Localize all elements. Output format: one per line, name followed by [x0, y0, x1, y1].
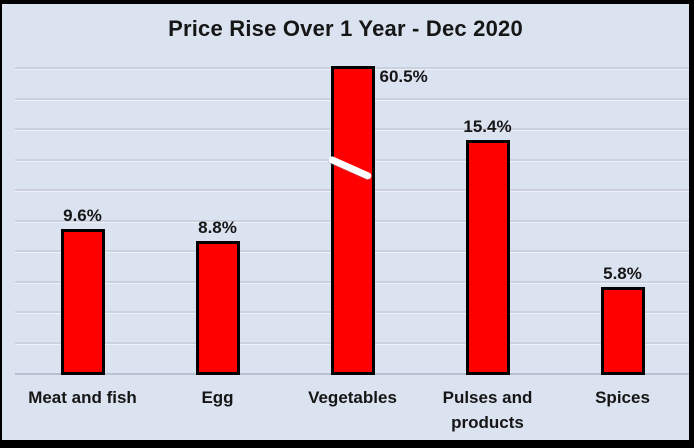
- value-label: 9.6%: [63, 206, 102, 225]
- value-label: 60.5%: [379, 67, 428, 86]
- value-label: 5.8%: [603, 264, 642, 283]
- bar-slot: 60.5%: [285, 63, 428, 375]
- category-label: Meat and fish: [28, 388, 137, 407]
- category-label: Spices: [595, 388, 650, 407]
- category-label: Egg: [201, 388, 234, 407]
- bar-slot: 15.4%: [420, 63, 555, 375]
- value-label: 8.8%: [198, 218, 237, 237]
- plot-area: 9.6% 8.8% 60.5% 15.4% 5.8%: [15, 63, 689, 375]
- bar-meat-and-fish: [60, 229, 105, 375]
- bar-vegetables: [327, 66, 375, 375]
- value-label: 15.4%: [463, 117, 512, 136]
- bar-slot: 8.8%: [150, 63, 285, 375]
- axis-break-mark: [327, 155, 373, 181]
- bar-spices: [600, 287, 645, 375]
- chart-title: Price Rise Over 1 Year - Dec 2020: [168, 16, 523, 41]
- category-label: Vegetables: [308, 388, 397, 407]
- x-axis-labels: Meat and fish Egg Vegetables Pulses and pro…: [15, 385, 689, 439]
- chart-canvas: Price Rise Over 1 Year - Dec 2020 9.6% 8.…: [2, 4, 689, 440]
- bar-egg: [195, 241, 240, 375]
- bar-slot: 9.6%: [15, 63, 150, 375]
- bar-slot: 5.8%: [555, 63, 689, 375]
- bar-pulses-and-products: [465, 140, 510, 375]
- category-label: Pulses and products: [442, 388, 533, 432]
